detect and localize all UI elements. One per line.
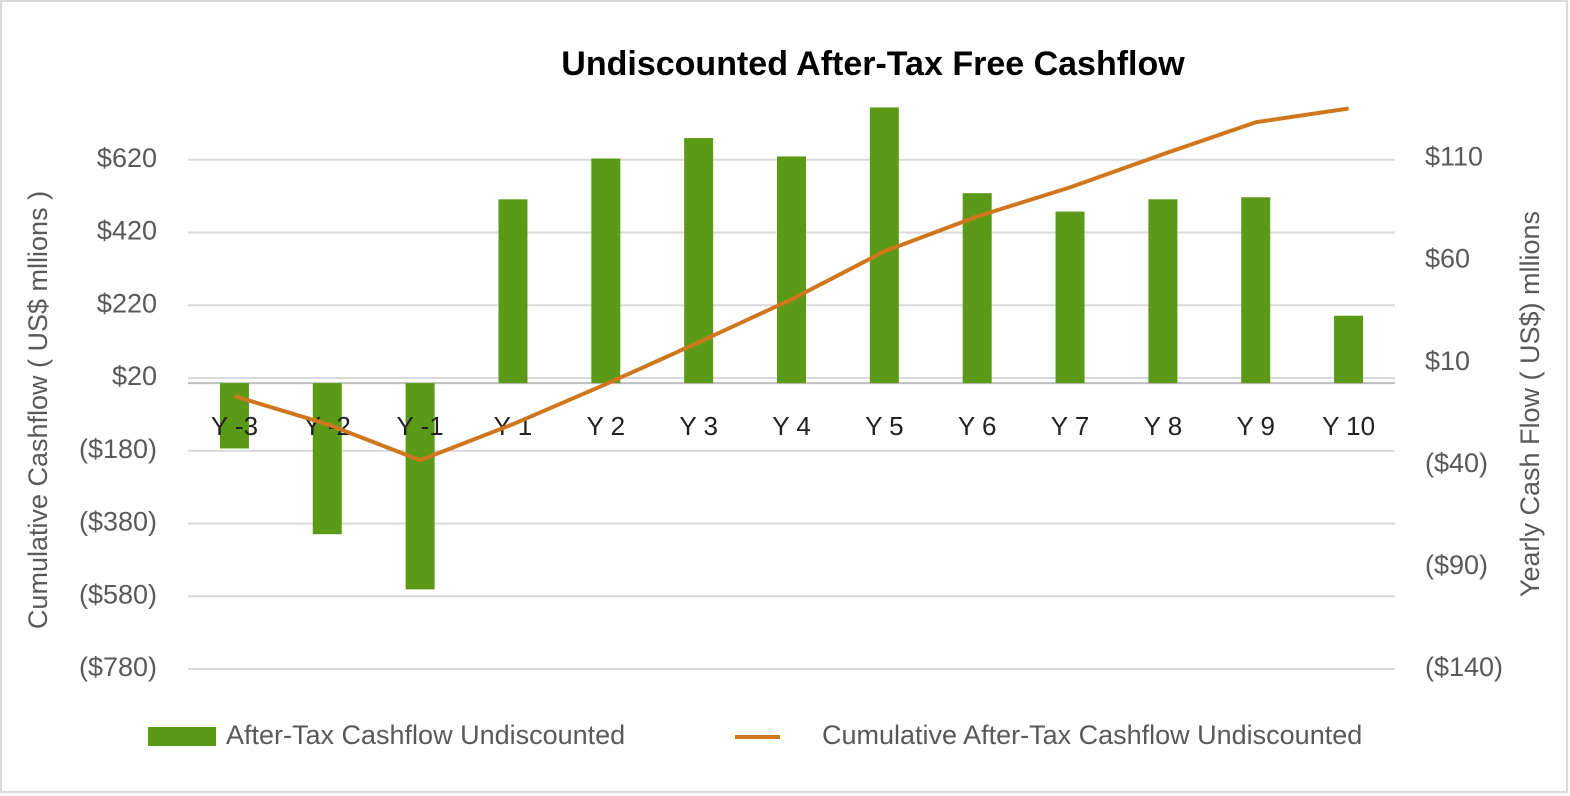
bar	[312, 383, 342, 535]
x-tick-label: Y 4	[772, 411, 811, 441]
bar	[1241, 197, 1271, 384]
y-tick-label: $620	[97, 143, 157, 173]
x-tick-label: Y -3	[211, 411, 258, 441]
bar	[498, 199, 528, 384]
bar	[962, 193, 992, 384]
y2-axis-title: Yearly Cash Flow ( US$) mllions	[1515, 211, 1545, 597]
y-tick-label: ($380)	[79, 507, 157, 537]
x-tick-label: Y 8	[1144, 411, 1183, 441]
x-tick-label: Y 3	[679, 411, 718, 441]
y-tick-label: $420	[97, 216, 157, 246]
y2-tick-label: ($40)	[1425, 448, 1488, 478]
legend-label: Cumulative After-Tax Cashflow Undiscount…	[822, 720, 1362, 750]
bar	[1148, 199, 1178, 384]
y-tick-label: ($780)	[79, 652, 157, 682]
x-tick-label: Y -1	[397, 411, 444, 441]
y-tick-label: ($180)	[79, 434, 157, 464]
y-tick-label: ($580)	[79, 579, 157, 609]
x-tick-label: Y 5	[865, 411, 904, 441]
bar	[405, 383, 435, 590]
bar	[1334, 315, 1364, 384]
legend-label: After-Tax Cashflow Undiscounted	[226, 720, 625, 750]
x-tick-label: Y 6	[958, 411, 997, 441]
x-tick-label: Y 2	[587, 411, 626, 441]
y-tick-label: $220	[97, 288, 157, 318]
y2-tick-label: $60	[1425, 244, 1470, 274]
y2-tick-label: $110	[1425, 142, 1483, 172]
chart-title: Undiscounted After-Tax Free Cashflow	[561, 45, 1185, 83]
y2-tick-label: ($140)	[1425, 652, 1503, 682]
bar	[219, 383, 249, 449]
x-tick-label: Y 7	[1051, 411, 1090, 441]
y-axis-title: Cumulative Cashflow ( US$ mllions )	[23, 191, 53, 629]
x-tick-label: Y 10	[1322, 411, 1375, 441]
bar	[1055, 211, 1085, 384]
bar	[591, 158, 621, 384]
y-tick-label: $20	[112, 361, 157, 391]
y2-tick-label: $10	[1425, 346, 1470, 376]
y2-tick-label: ($90)	[1425, 550, 1488, 580]
legend-swatch	[148, 727, 216, 746]
line	[233, 106, 1349, 463]
x-tick-label: Y 9	[1236, 411, 1275, 441]
bar	[869, 107, 899, 384]
bar	[777, 156, 806, 384]
